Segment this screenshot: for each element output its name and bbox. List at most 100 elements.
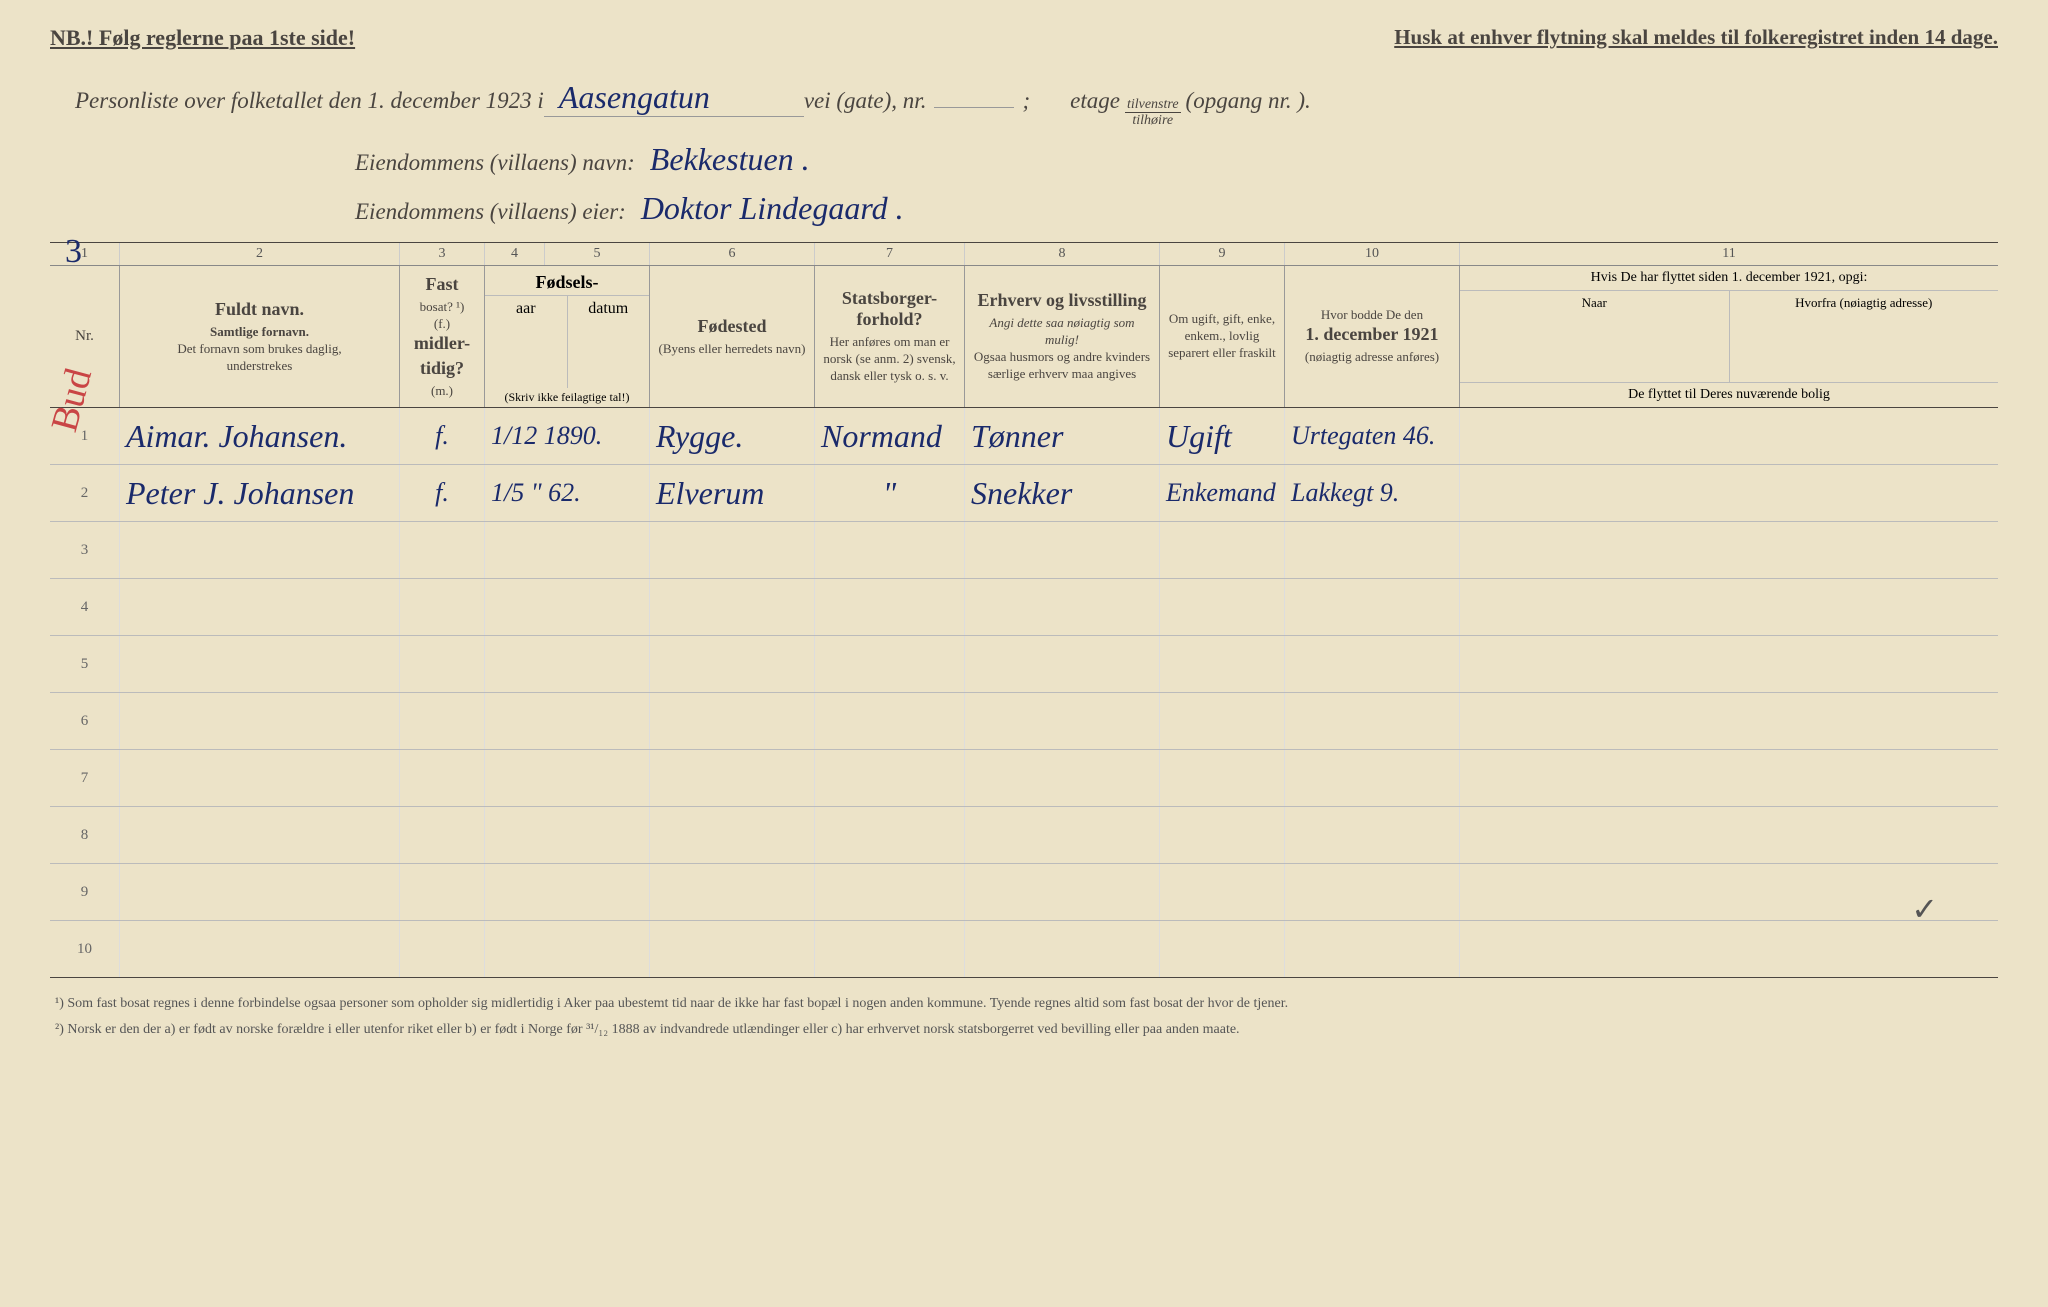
table-row: 7 — [50, 750, 1998, 807]
cell-stats — [815, 807, 965, 863]
cell-bodde — [1285, 921, 1460, 977]
bosat-s2: (f.) — [406, 316, 478, 333]
colnum-10: 10 — [1285, 243, 1460, 265]
erhverv-s1: Angi dette saa nøiagtig som mulig! — [971, 315, 1153, 349]
cell-name — [120, 579, 400, 635]
colnum-1: 1 — [50, 243, 120, 265]
cell-date: 1/5 " 62. — [485, 465, 650, 521]
table-row: 2 Peter J. Johansen f. 1/5 " 62. Elverum… — [50, 465, 1998, 522]
cell-erhverv — [965, 636, 1160, 692]
table-row: 5 — [50, 636, 1998, 693]
cell-name — [120, 807, 400, 863]
cell-erhverv — [965, 522, 1160, 578]
fodested-sub: (Byens eller herredets navn) — [656, 341, 808, 358]
cell-ugift: Enkemand — [1160, 465, 1285, 521]
cell-bodde: Lakkegt 9. — [1285, 465, 1460, 521]
personliste-label: Personliste over folketallet den 1. dece… — [75, 88, 544, 114]
cell-name — [120, 864, 400, 920]
cell-erhverv — [965, 864, 1160, 920]
flyttet-hvorfra: Hvorfra (nøiagtig adresse) — [1730, 291, 1999, 383]
th-bodde: Hvor bodde De den 1. december 1921 (nøia… — [1285, 266, 1460, 408]
cell-date — [485, 693, 650, 749]
cell-fodested: Elverum — [650, 465, 815, 521]
th-fodsel: Fødsels- aar datum (Skriv ikke feilagtig… — [485, 266, 650, 408]
row-num: 5 — [50, 636, 120, 692]
ugift-main: Om ugift, gift, enke, enkem., lovlig sep… — [1166, 311, 1278, 362]
cell-date: 1/12 1890. — [485, 408, 650, 464]
cell-bosat — [400, 636, 485, 692]
cell-ugift: Ugift — [1160, 408, 1285, 464]
cell-flyttet — [1460, 636, 1998, 692]
property-name-line: Eiendommens (villaens) navn: Bekkestuen … — [75, 141, 1973, 178]
datum-label: datum — [568, 296, 650, 389]
cell-fodested — [650, 693, 815, 749]
erhverv-s2: Ogsaa husmors og andre kvinders særlige … — [971, 349, 1153, 383]
colnum-7: 7 — [815, 243, 965, 265]
column-numbers: 1 2 3 4 5 6 7 8 9 10 11 — [50, 243, 1998, 266]
row-num: 7 — [50, 750, 120, 806]
row-num: 3 — [50, 522, 120, 578]
eiendom-eier-label: Eiendommens (villaens) eier: — [355, 199, 626, 225]
row-num: 8 — [50, 807, 120, 863]
colnum-6: 6 — [650, 243, 815, 265]
bodde-date: 1. december 1921 — [1291, 324, 1453, 345]
row-num: 9 — [50, 864, 120, 920]
row-num: 2 — [50, 465, 120, 521]
table-row: 6 — [50, 693, 1998, 750]
cell-bodde — [1285, 807, 1460, 863]
cell-date — [485, 750, 650, 806]
name-sub2: Det fornavn som brukes daglig, — [126, 341, 393, 358]
cell-erhverv — [965, 693, 1160, 749]
cell-stats: Normand — [815, 408, 965, 464]
row-num: 4 — [50, 579, 120, 635]
cell-flyttet — [1460, 921, 1998, 977]
cell-name — [120, 522, 400, 578]
aar-label: aar — [485, 296, 568, 389]
cell-bosat: f. — [400, 465, 485, 521]
cell-fodested — [650, 807, 815, 863]
cell-bosat: f. — [400, 408, 485, 464]
frac-top: tilvenstre — [1125, 97, 1181, 113]
cell-erhverv — [965, 579, 1160, 635]
bosat-main: Fast — [406, 274, 478, 295]
cell-stats — [815, 636, 965, 692]
colnum-11: 11 — [1460, 243, 1998, 265]
cell-bosat — [400, 807, 485, 863]
checkmark-icon: ✓ — [1911, 890, 1938, 928]
fodsel-note: (Skriv ikke feilagtige tal!) — [485, 388, 649, 407]
bodde-sub: (nøiagtig adresse anføres) — [1291, 349, 1453, 366]
colnum-4: 4 — [485, 243, 545, 265]
eiendom-navn-label: Eiendommens (villaens) navn: — [355, 150, 635, 176]
cell-flyttet — [1460, 579, 1998, 635]
eiendom-navn-value: Bekkestuen . — [635, 141, 895, 178]
semicolon: ; — [1022, 88, 1030, 114]
nr-handwritten: 3 — [65, 233, 82, 271]
cell-flyttet — [1460, 807, 1998, 863]
cell-date — [485, 636, 650, 692]
cell-fodested — [650, 750, 815, 806]
fodsel-main: Fødsels- — [485, 266, 649, 296]
th-flyttet: Hvis De har flyttet siden 1. december 19… — [1460, 266, 1998, 408]
form-header: Personliste over folketallet den 1. dece… — [35, 79, 2013, 227]
cell-fodested — [650, 636, 815, 692]
cell-erhverv — [965, 921, 1160, 977]
cell-ugift — [1160, 636, 1285, 692]
fodsel-subrow: aar datum — [485, 296, 649, 389]
top-header: NB.! Følg reglerne paa 1ste side! Husk a… — [35, 25, 2013, 59]
cell-stats — [815, 522, 965, 578]
cell-ugift — [1160, 921, 1285, 977]
cell-stats — [815, 750, 965, 806]
cell-flyttet — [1460, 522, 1998, 578]
colnum-8: 8 — [965, 243, 1160, 265]
th-bosat: Fast bosat? ¹) (f.) midler- tidig? (m.) — [400, 266, 485, 408]
census-document: NB.! Følg reglerne paa 1ste side! Husk a… — [35, 25, 2013, 1041]
cell-name — [120, 636, 400, 692]
cell-date — [485, 864, 650, 920]
cell-date — [485, 522, 650, 578]
cell-fodested — [650, 864, 815, 920]
cell-flyttet — [1460, 693, 1998, 749]
cell-ugift — [1160, 693, 1285, 749]
cell-ugift — [1160, 522, 1285, 578]
cell-bosat — [400, 750, 485, 806]
cell-name — [120, 921, 400, 977]
